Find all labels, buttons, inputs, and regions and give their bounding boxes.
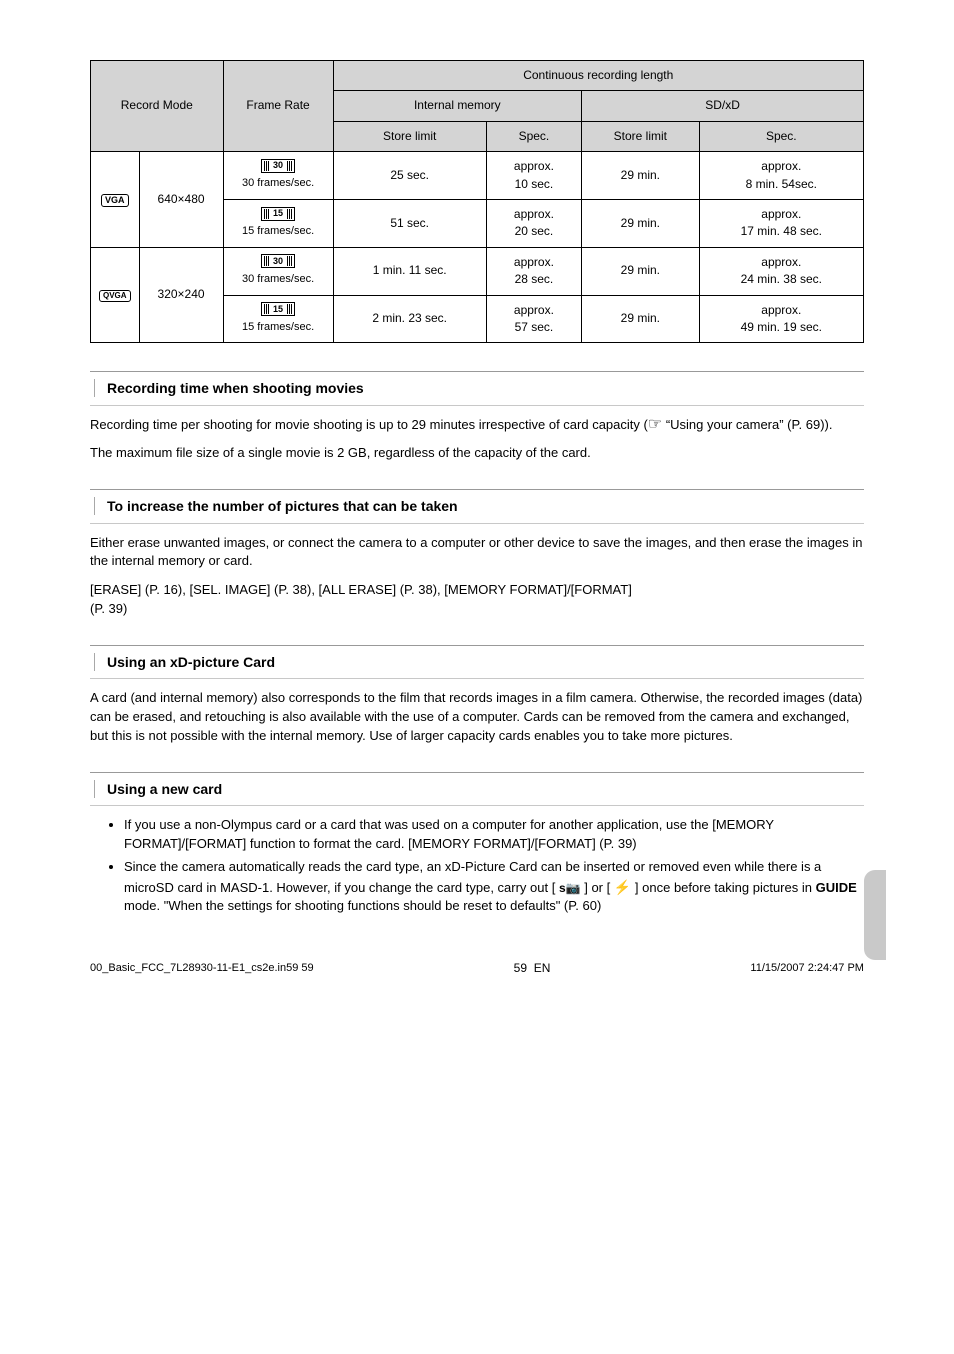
footer-left: 00_Basic_FCC_7L28930-11-E1_cs2e.in59 59 [90,961,314,977]
cell: approx. 10 sec. [486,152,581,200]
page-footer: 00_Basic_FCC_7L28930-11-E1_cs2e.in59 59 … [90,954,864,977]
cell: 29 min. [582,247,700,295]
list-item: Since the camera automatically reads the… [124,858,864,917]
fps-label: 15 frames/sec. [232,224,325,240]
paragraph: Recording time per shooting for movie sh… [90,416,864,435]
footer-lang: EN [534,961,551,975]
movie-record-table: Record Mode Frame Rate Continuous record… [90,60,864,343]
section-heading: Recording time when shooting movies [90,371,864,405]
list-item: If you use a non-Olympus card or a card … [124,816,864,854]
th-cont-time: Continuous recording length [333,61,863,91]
paragraph: [ERASE] (P. 16), [SEL. IMAGE] (P. 38), [… [90,581,864,619]
heading-bar-icon [94,379,95,397]
cell: 25 sec. [333,152,486,200]
resolution: 320×240 [139,247,223,343]
cell: approx. 24 min. 38 sec. [699,247,863,295]
footer-timestamp: 11/15/2007 2:24:47 PM [750,961,864,977]
th-store-limit-1: Store limit [333,121,486,151]
cell: 1 min. 11 sec. [333,247,486,295]
paragraph: The maximum file size of a single movie … [90,444,864,463]
section-heading: To increase the number of pictures that … [90,489,864,523]
th-record-mode: Record Mode [91,61,224,152]
heading-text: Using a new card [107,779,222,799]
heading-text: Using an xD-picture Card [107,652,275,672]
th-sdxd: SD/xD [582,91,864,121]
hand-pointer-icon: ☞ [648,416,662,433]
fps-label: 30 frames/sec. [232,272,325,288]
th-store-limit-2: Store limit [582,121,700,151]
paragraph: A card (and internal memory) also corres… [90,689,864,746]
camera-icon: s📷 [559,881,581,895]
section-new-card: Using a new card If you use a non-Olympu… [90,772,864,917]
cell: 29 min. [582,199,700,247]
flash-icon: ⚡ [614,879,631,895]
cell: 29 min. [582,152,700,200]
side-tab-icon [864,870,886,960]
qvga-icon: QVGA [99,290,131,302]
table-row: QVGA 320×240 30 30 frames/sec. 1 min. 11… [91,247,864,295]
cell: 51 sec. [333,199,486,247]
cell: approx. 49 min. 19 sec. [699,295,863,343]
page-number: 59 [514,961,527,975]
vga-icon: VGA [101,194,129,207]
section-heading: Using a new card [90,772,864,806]
fps-15-icon: 15 [261,207,295,221]
cell: 2 min. 23 sec. [333,295,486,343]
section-recording-time: Recording time when shooting movies Reco… [90,371,864,463]
heading-bar-icon [94,780,95,798]
fps-label: 15 frames/sec. [232,320,325,336]
cell: approx. 20 sec. [486,199,581,247]
th-spec-1: Spec. [486,121,581,151]
cell: 29 min. [582,295,700,343]
cell: approx. 8 min. 54sec. [699,152,863,200]
heading-text: Recording time when shooting movies [107,378,364,398]
heading-bar-icon [94,497,95,515]
section-heading: Using an xD-picture Card [90,645,864,679]
heading-bar-icon [94,653,95,671]
fps-label: 30 frames/sec. [232,176,325,192]
th-frame-rate: Frame Rate [223,61,333,152]
section-xd-card: Using an xD-picture Card A card (and int… [90,645,864,746]
cell: approx. 17 min. 48 sec. [699,199,863,247]
paragraph: Either erase unwanted images, or connect… [90,534,864,572]
cell: approx. 28 sec. [486,247,581,295]
section-increase-pics: To increase the number of pictures that … [90,489,864,619]
table-row: VGA 640×480 30 30 frames/sec. 25 sec. ap… [91,152,864,200]
fps-30-icon: 30 [261,159,295,173]
heading-text: To increase the number of pictures that … [107,496,458,516]
th-spec-2: Spec. [699,121,863,151]
th-internal: Internal memory [333,91,582,121]
fps-15-icon: 15 [261,302,295,316]
resolution: 640×480 [139,152,223,248]
bullet-list: If you use a non-Olympus card or a card … [124,816,864,916]
table-body: VGA 640×480 30 30 frames/sec. 25 sec. ap… [91,152,864,343]
guide-label: GUIDE [816,880,857,895]
cell: approx. 57 sec. [486,295,581,343]
fps-30-icon: 30 [261,254,295,268]
